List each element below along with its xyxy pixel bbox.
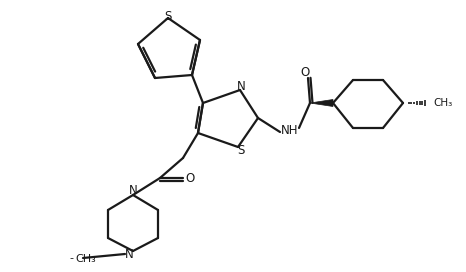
Text: O: O	[185, 172, 195, 184]
Polygon shape	[310, 100, 333, 107]
Text: -: -	[69, 253, 73, 263]
Text: N: N	[237, 79, 246, 92]
Text: O: O	[301, 66, 309, 79]
Text: S: S	[164, 10, 171, 23]
Text: N: N	[129, 184, 137, 197]
Text: NH: NH	[281, 123, 299, 137]
Text: N: N	[124, 249, 133, 261]
Text: S: S	[237, 144, 245, 157]
Text: CH₃: CH₃	[433, 98, 452, 108]
Text: CH₃: CH₃	[75, 254, 96, 264]
